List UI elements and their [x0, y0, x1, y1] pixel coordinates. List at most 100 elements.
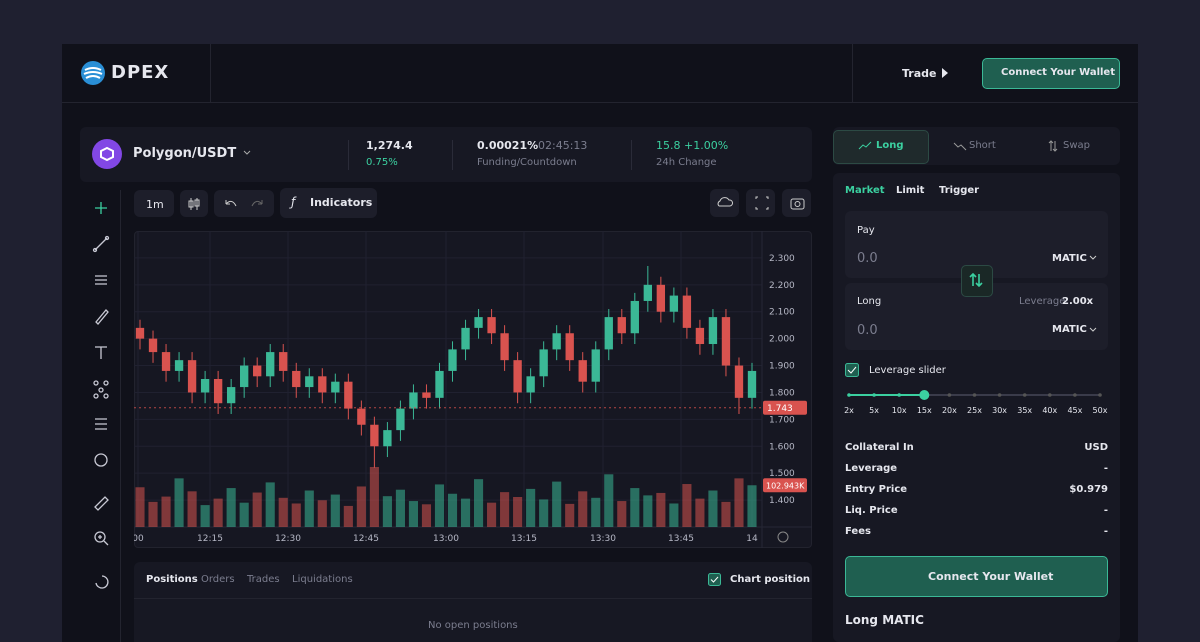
connect-wallet-label[interactable]: Connect Your Wallet — [928, 570, 1054, 583]
interval[interactable]: 1m — [146, 198, 164, 211]
order-limit[interactable]: Limit — [896, 185, 925, 196]
pay-token[interactable]: MATIC — [1052, 253, 1087, 264]
volume-bar — [604, 474, 614, 527]
chart-type-button[interactable] — [180, 190, 208, 217]
pay-label: Pay — [857, 225, 875, 236]
candle-body — [474, 317, 483, 328]
slider-dot — [1073, 393, 1077, 397]
side-short[interactable]: Short — [969, 140, 996, 151]
slider-mark: 10x — [892, 406, 907, 415]
price-change: 0.75% — [366, 157, 398, 168]
divider — [348, 140, 349, 170]
side-swap[interactable]: Swap — [1063, 140, 1091, 151]
connect-button[interactable] — [982, 58, 1120, 89]
volume-bar — [434, 484, 445, 527]
long-dropdown[interactable] — [1088, 326, 1098, 334]
candle-body — [708, 317, 718, 345]
candle-body — [396, 408, 405, 431]
pair-dropdown[interactable] — [242, 149, 252, 157]
candle-body — [656, 284, 666, 312]
slider-checkbox[interactable] — [845, 363, 859, 377]
candle-body — [747, 370, 757, 398]
volume-bar — [330, 494, 340, 527]
indicators[interactable]: Indicators — [310, 196, 373, 209]
long-tab[interactable] — [833, 130, 929, 164]
interval-button[interactable] — [134, 190, 174, 217]
logo[interactable]: DPEX — [111, 62, 170, 83]
swap-button[interactable] — [961, 265, 993, 297]
volume-bar — [265, 482, 275, 527]
side-long[interactable]: Long — [876, 140, 904, 151]
tool-icons[interactable] — [86, 194, 116, 594]
change: 15.8 +1.00% — [656, 139, 729, 152]
candle-body — [604, 317, 613, 350]
connect-wallet-button[interactable] — [845, 556, 1108, 597]
volume-label: 102.943K — [766, 481, 805, 490]
candle-body — [669, 295, 679, 312]
price-chart: 1.400 1.500 1.600 1.700 1.800 1.900 2.000 2.100… — [134, 231, 812, 548]
order-market[interactable]: Market — [845, 185, 885, 196]
swap-icon — [1048, 140, 1058, 152]
tab-positions[interactable]: Positions — [146, 574, 198, 585]
candle-body — [370, 424, 379, 447]
volume-bar — [252, 492, 262, 527]
volume-bar — [708, 490, 718, 527]
candle-body — [461, 327, 470, 350]
nav-trade[interactable]: Trade — [902, 67, 937, 80]
slider-label[interactable]: Leverage slider — [869, 365, 946, 376]
slider-dot — [1022, 393, 1027, 397]
volume-bar — [695, 498, 705, 527]
funding: 0.00021% — [477, 139, 539, 152]
volume-bar — [721, 501, 731, 527]
divider — [852, 44, 853, 102]
undo-redo[interactable] — [214, 190, 274, 217]
volume-bar — [487, 502, 497, 527]
price: 1,274.4 — [366, 139, 413, 152]
candle-body — [409, 392, 418, 409]
volume-bar — [513, 497, 523, 527]
volume-bar — [213, 498, 223, 527]
chart-frame — [134, 231, 812, 548]
candle-body — [448, 349, 457, 371]
long-amount[interactable]: 0.0 — [857, 323, 878, 338]
screenshot-button[interactable] — [782, 189, 811, 217]
x-tick-label: 14 — [746, 534, 758, 544]
candle-body — [148, 338, 158, 353]
candle-body — [253, 365, 262, 377]
volume-bar — [734, 478, 744, 527]
chart-position[interactable]: Chart position — [730, 574, 811, 585]
candle-body — [630, 300, 639, 334]
pair[interactable]: Polygon/USDT — [133, 146, 237, 161]
volume-bar — [682, 484, 692, 527]
order-trigger[interactable]: Trigger — [939, 185, 980, 196]
slider-dot — [847, 393, 851, 397]
volume-bar — [578, 491, 588, 527]
leverage-slider[interactable]: 2x 5x 10x 15x 20x 25x 30x 35x 40x 45x 50x — [833, 385, 1120, 421]
slider-dot — [897, 393, 901, 397]
long-token[interactable]: MATIC — [1052, 324, 1087, 335]
indicators-button[interactable] — [280, 188, 377, 218]
tab-trades[interactable]: Trades — [247, 574, 280, 585]
candle-body — [643, 284, 652, 301]
candle-body — [513, 360, 522, 393]
connect-label[interactable]: Connect Your Wallet — [1001, 67, 1115, 78]
volume-bar — [161, 496, 171, 527]
tab-liquidations[interactable]: Liquidations — [292, 574, 353, 585]
leverage-label: Leverage: — [1019, 296, 1069, 307]
countdown: 02:45:13 — [538, 139, 588, 152]
volume-bar — [200, 505, 210, 527]
fullscreen-button[interactable] — [746, 189, 775, 217]
chart-position-checkbox[interactable] — [708, 573, 721, 586]
tab-orders[interactable]: Orders — [201, 574, 235, 585]
candle-body — [435, 370, 444, 398]
pay-dropdown[interactable] — [1088, 254, 1098, 262]
cloud-button[interactable] — [710, 189, 739, 217]
detail-value: $0.979 — [1069, 484, 1108, 495]
pay-amount[interactable]: 0.0 — [857, 251, 878, 266]
change-label: 24h Change — [656, 157, 717, 168]
slider-dot — [1098, 393, 1102, 397]
settings-icon — [777, 531, 789, 543]
candle-body — [226, 387, 236, 404]
detail-label: Liq. Price — [845, 505, 898, 516]
slider-mark: 45x — [1067, 406, 1082, 415]
